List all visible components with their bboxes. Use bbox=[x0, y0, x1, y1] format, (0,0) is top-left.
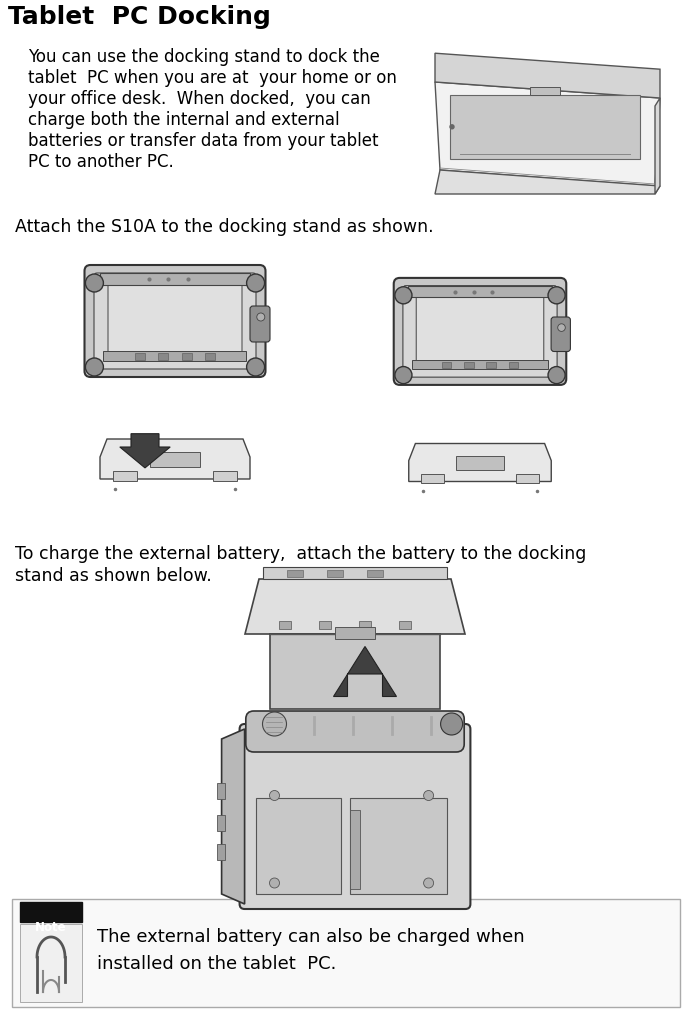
Polygon shape bbox=[655, 99, 660, 195]
Bar bbox=[182, 354, 192, 361]
Bar bbox=[359, 622, 371, 630]
FancyBboxPatch shape bbox=[239, 725, 471, 909]
Text: PC to another PC.: PC to another PC. bbox=[28, 153, 173, 171]
Polygon shape bbox=[245, 580, 465, 635]
Circle shape bbox=[262, 712, 287, 737]
Bar bbox=[263, 568, 447, 580]
Polygon shape bbox=[435, 54, 660, 99]
Bar bbox=[20, 902, 82, 922]
Bar bbox=[450, 96, 640, 160]
Polygon shape bbox=[221, 730, 244, 904]
Circle shape bbox=[558, 324, 566, 332]
Bar bbox=[412, 361, 548, 370]
Polygon shape bbox=[120, 434, 170, 469]
Circle shape bbox=[85, 275, 103, 292]
Bar bbox=[100, 274, 251, 285]
Bar bbox=[158, 354, 169, 361]
Bar bbox=[270, 635, 440, 709]
FancyBboxPatch shape bbox=[94, 274, 256, 370]
Text: The external battery can also be charged when: The external battery can also be charged… bbox=[97, 927, 525, 945]
Circle shape bbox=[423, 791, 434, 801]
Bar bbox=[217, 845, 225, 860]
Circle shape bbox=[269, 791, 280, 801]
Text: Attach the S10A to the docking stand as shown.: Attach the S10A to the docking stand as … bbox=[15, 218, 434, 235]
FancyBboxPatch shape bbox=[551, 318, 570, 353]
Bar bbox=[456, 457, 504, 471]
FancyBboxPatch shape bbox=[246, 711, 464, 752]
Bar bbox=[279, 622, 291, 630]
Bar bbox=[205, 354, 215, 361]
Bar bbox=[350, 798, 447, 894]
Text: your office desk.  When docked,  you can: your office desk. When docked, you can bbox=[28, 90, 371, 108]
Text: You can use the docking stand to dock the: You can use the docking stand to dock th… bbox=[28, 48, 380, 66]
Bar bbox=[367, 571, 383, 578]
Text: Tablet  PC Docking: Tablet PC Docking bbox=[8, 5, 271, 29]
Circle shape bbox=[450, 125, 454, 129]
FancyBboxPatch shape bbox=[250, 307, 270, 342]
Bar bbox=[20, 924, 82, 1002]
Polygon shape bbox=[100, 439, 250, 480]
Text: stand as shown below.: stand as shown below. bbox=[15, 567, 212, 585]
Circle shape bbox=[548, 367, 565, 384]
FancyBboxPatch shape bbox=[416, 296, 544, 368]
Bar bbox=[509, 363, 518, 369]
Circle shape bbox=[257, 314, 265, 322]
Bar bbox=[464, 363, 473, 369]
Circle shape bbox=[423, 878, 434, 889]
Text: Note: Note bbox=[35, 920, 67, 933]
Circle shape bbox=[269, 878, 280, 889]
Text: charge both the internal and external: charge both the internal and external bbox=[28, 111, 339, 128]
Bar bbox=[530, 88, 560, 96]
Bar bbox=[327, 571, 343, 578]
Bar bbox=[213, 472, 237, 482]
Polygon shape bbox=[435, 83, 660, 186]
Circle shape bbox=[246, 275, 264, 292]
Bar bbox=[150, 452, 200, 468]
Bar bbox=[442, 363, 451, 369]
Bar bbox=[217, 784, 225, 799]
Bar bbox=[256, 798, 341, 894]
Bar bbox=[421, 475, 444, 484]
Text: installed on the tablet  PC.: installed on the tablet PC. bbox=[97, 954, 337, 972]
Circle shape bbox=[441, 713, 463, 736]
Bar bbox=[335, 628, 375, 639]
Bar bbox=[516, 475, 539, 484]
Polygon shape bbox=[409, 444, 551, 482]
Bar bbox=[113, 472, 137, 482]
Text: To charge the external battery,  attach the battery to the docking: To charge the external battery, attach t… bbox=[15, 544, 586, 562]
Circle shape bbox=[246, 359, 264, 377]
FancyBboxPatch shape bbox=[12, 899, 680, 1007]
Polygon shape bbox=[435, 171, 660, 195]
Bar bbox=[135, 354, 145, 361]
Circle shape bbox=[85, 359, 103, 377]
FancyBboxPatch shape bbox=[108, 283, 242, 360]
Circle shape bbox=[395, 287, 412, 305]
Bar bbox=[350, 810, 360, 890]
Bar bbox=[408, 286, 552, 298]
Text: tablet  PC when you are at  your home or on: tablet PC when you are at your home or o… bbox=[28, 69, 397, 87]
FancyBboxPatch shape bbox=[85, 266, 266, 378]
Bar bbox=[399, 622, 411, 630]
Bar bbox=[486, 363, 496, 369]
Bar bbox=[287, 571, 303, 578]
FancyBboxPatch shape bbox=[393, 278, 566, 385]
FancyBboxPatch shape bbox=[403, 286, 557, 378]
Bar bbox=[103, 352, 246, 362]
Text: batteries or transfer data from your tablet: batteries or transfer data from your tab… bbox=[28, 131, 378, 150]
Circle shape bbox=[395, 367, 412, 384]
Polygon shape bbox=[334, 647, 396, 697]
Circle shape bbox=[548, 287, 565, 305]
Bar bbox=[319, 622, 331, 630]
Bar bbox=[217, 815, 225, 830]
